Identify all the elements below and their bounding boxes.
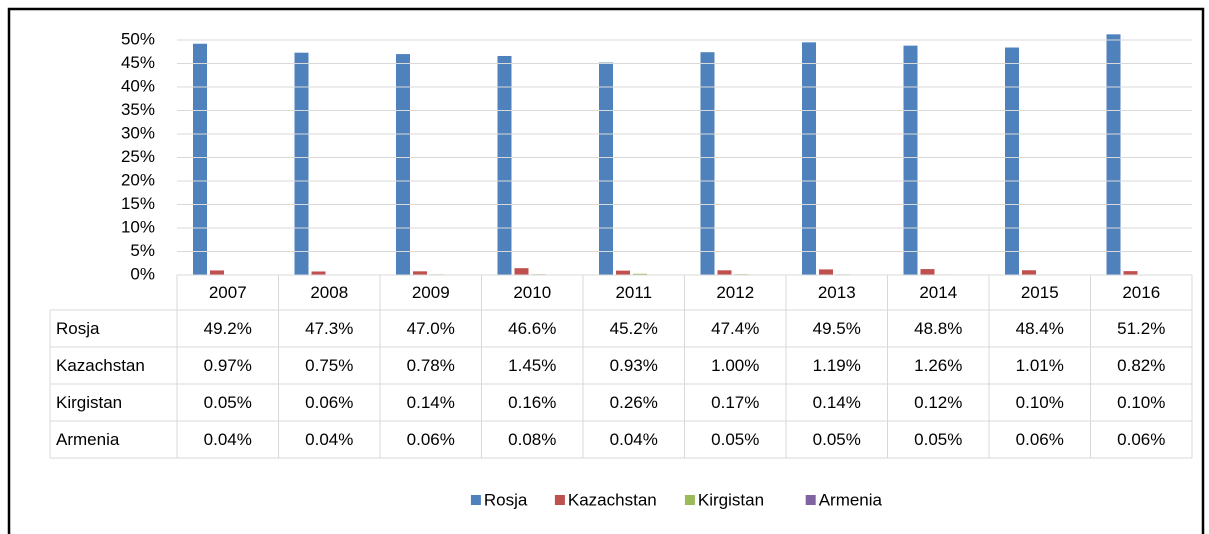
data-label: 0.26%: [610, 393, 658, 412]
data-label: 0.04%: [610, 430, 658, 449]
data-label: 0.05%: [914, 430, 962, 449]
x-tick-label: 2012: [716, 283, 754, 302]
y-tick-label: 35%: [121, 100, 155, 119]
chart-frame: [7, 7, 1205, 534]
bar: [1106, 34, 1121, 275]
y-tick-label: 30%: [121, 123, 155, 142]
data-label: 0.75%: [305, 356, 353, 375]
data-label: 0.93%: [610, 356, 658, 375]
bar: [1022, 270, 1036, 275]
x-tick-label: 2009: [412, 283, 450, 302]
data-label: 45.2%: [610, 319, 658, 338]
data-label: 0.12%: [914, 393, 962, 412]
bar: [193, 43, 207, 275]
bar: [903, 45, 918, 275]
bar: [920, 269, 935, 275]
data-label: 0.82%: [1117, 356, 1165, 375]
data-label: 0.10%: [1016, 393, 1064, 412]
legend-swatch: [470, 495, 481, 505]
y-tick-label: 0%: [130, 264, 155, 283]
x-tick-label: 2007: [209, 283, 247, 302]
bar: [599, 62, 613, 275]
bar: [1123, 271, 1138, 275]
table-row-label: Kirgistan: [56, 393, 122, 412]
bar: [497, 55, 512, 275]
data-label: 1.00%: [711, 356, 759, 375]
bar: [210, 270, 224, 275]
legend-label: Kazachstan: [568, 490, 657, 509]
data-label: 0.97%: [204, 356, 252, 375]
data-label: 0.06%: [305, 393, 353, 412]
table-row-label: Rosja: [56, 319, 100, 338]
data-label: 48.8%: [914, 319, 962, 338]
bar: [311, 271, 326, 275]
bar: [396, 54, 410, 275]
y-tick-label: 20%: [121, 170, 155, 189]
bars: [193, 34, 1172, 275]
data-label: 0.05%: [711, 430, 759, 449]
data-label: 1.45%: [508, 356, 556, 375]
x-tick-label: 2013: [818, 283, 856, 302]
data-label: 0.17%: [711, 393, 759, 412]
y-tick-label: 45%: [121, 53, 155, 72]
data-label: 46.6%: [508, 319, 556, 338]
data-label: 0.05%: [204, 393, 252, 412]
legend-swatch: [554, 495, 565, 505]
y-tick-label: 5%: [130, 241, 155, 260]
y-tick-label: 15%: [121, 194, 155, 213]
legend-label: Armenia: [819, 490, 883, 509]
bar: [700, 52, 715, 275]
x-tick-label: 2014: [919, 283, 957, 302]
data-label: 49.5%: [813, 319, 861, 338]
y-tick-label: 50%: [121, 29, 155, 48]
data-label: 47.4%: [711, 319, 759, 338]
table-row-label: Armenia: [56, 430, 120, 449]
data-label: 1.26%: [914, 356, 962, 375]
legend-label: Kirgistan: [698, 490, 764, 509]
data-label: 51.2%: [1117, 319, 1165, 338]
data-label: 1.01%: [1016, 356, 1064, 375]
y-tick-label: 10%: [121, 217, 155, 236]
x-tick-label: 2010: [513, 283, 551, 302]
data-label: 0.14%: [813, 393, 861, 412]
data-label: 0.78%: [407, 356, 455, 375]
data-label: 0.05%: [813, 430, 861, 449]
y-tick-label: 25%: [121, 147, 155, 166]
data-label: 0.04%: [204, 430, 252, 449]
legend-label: Rosja: [484, 490, 528, 509]
legend-swatch: [684, 495, 695, 505]
bar: [616, 270, 630, 275]
y-tick-label: 40%: [121, 76, 155, 95]
bar: [294, 52, 309, 275]
x-tick-label: 2011: [615, 283, 652, 302]
legend-swatch: [805, 495, 816, 505]
data-label: 0.06%: [1117, 430, 1165, 449]
data-label: 0.14%: [407, 393, 455, 412]
x-tick-label: 2015: [1021, 283, 1059, 302]
bar: [514, 268, 529, 275]
bar: [802, 42, 816, 275]
bar: [413, 271, 427, 275]
x-tick-label: 2008: [310, 283, 348, 302]
bar: [717, 270, 732, 275]
data-label: 47.0%: [407, 319, 455, 338]
data-label: 48.4%: [1016, 319, 1064, 338]
data-label: 0.16%: [508, 393, 556, 412]
bar: [633, 273, 647, 275]
data-label: 0.06%: [407, 430, 455, 449]
data-label: 0.10%: [1117, 393, 1165, 412]
data-label: 47.3%: [305, 319, 353, 338]
data-label: 1.19%: [813, 356, 861, 375]
bar: [1005, 47, 1019, 275]
data-label: 0.06%: [1016, 430, 1064, 449]
bar: [819, 269, 833, 275]
data-label: 0.04%: [305, 430, 353, 449]
x-tick-label: 2016: [1122, 283, 1160, 302]
data-label: 49.2%: [204, 319, 252, 338]
data-label: 0.08%: [508, 430, 556, 449]
table-row-label: Kazachstan: [56, 356, 145, 375]
